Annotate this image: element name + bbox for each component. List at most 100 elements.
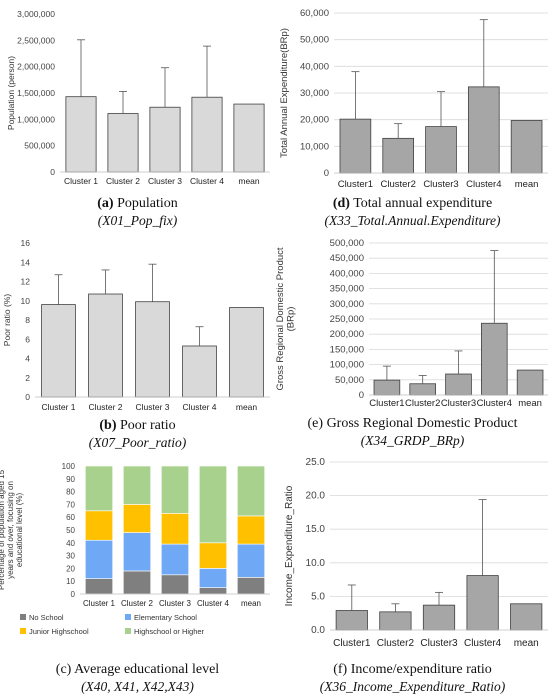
bar-c-3-2: [199, 542, 227, 569]
xtick-label-c-2: Cluster 3: [159, 599, 192, 608]
caption-f: (f) Income/expenditure ratio (X36_Income…: [275, 661, 550, 695]
ytick-label-e-6: 300,000: [330, 299, 364, 310]
chart-e: 0 50,000 100,000 150,000 200,000 250,000 300,0…: [275, 238, 548, 409]
xtick-label-b-2: Cluster 3: [135, 402, 169, 412]
bar-f-1: [379, 611, 412, 631]
ytick-label-a-4: 2,000,000: [17, 62, 55, 72]
bar-d-0: [339, 118, 372, 174]
xtick-label-a-0: Cluster 1: [64, 176, 98, 186]
ytick-label-a-0: 0: [50, 167, 55, 177]
ytick-label-c-9: 90: [66, 475, 75, 484]
bar-c-4-2: [237, 515, 265, 545]
bar-b-1: [88, 293, 123, 398]
xtick-label-e-4: mean: [518, 398, 542, 409]
bar-a-4: [233, 103, 265, 173]
ylabel-c-1: years and over, focusing on: [6, 481, 15, 579]
ytick-label-e-5: 250,000: [330, 314, 364, 325]
caption-d: (d) Total annual expenditure (X33_Total.…: [275, 195, 550, 229]
ytick-label-c-3: 30: [66, 552, 75, 561]
ytick-label-a-5: 2,500,000: [17, 35, 55, 45]
bar-a-2: [149, 106, 181, 173]
xtick-label-c-3: Cluster 4: [197, 599, 230, 608]
xtick-label-c-4: mean: [241, 599, 261, 608]
bar-c-4-0: [237, 577, 265, 595]
ytick-label-f-4: 20.0: [306, 491, 326, 502]
ytick-label-f-1: 5.0: [311, 591, 325, 602]
ytick-label-e-3: 150,000: [330, 344, 364, 355]
chart-a: 0 500,000 1,000,000 1,500,000 2,000,000 2,500…: [6, 9, 270, 186]
chart-panel-b: 0 2 4 6 8 10 12 14 16 Poor ratio (%) Cluster 1 Clus…: [0, 232, 275, 454]
ytick-label-c-7: 70: [66, 500, 75, 509]
ytick-label-c-2: 20: [66, 564, 75, 573]
ylabel-e-0: Gross Regional Domestic Product: [275, 247, 286, 390]
ytick-label-c-5: 50: [66, 526, 75, 535]
ytick-label-e-8: 400,000: [330, 268, 364, 279]
bar-d-3: [467, 86, 500, 174]
ytick-label-d-0: 0: [324, 168, 329, 179]
xtick-label-e-2: Cluster3: [441, 398, 476, 409]
ytick-label-a-3: 1,500,000: [17, 88, 55, 98]
ytick-label-f-5: 25.0: [306, 457, 326, 468]
chart-b: 0 2 4 6 8 10 12 14 16 Poor ratio (%) Cluster 1 Clus…: [2, 238, 270, 412]
xtick-label-c-0: Cluster 1: [83, 599, 116, 608]
bar-c-4-1: [237, 543, 265, 578]
ytick-label-b-4: 8: [25, 315, 30, 325]
bar-c-2-1: [161, 543, 189, 576]
legend-label-3: Highschool or Higher: [134, 627, 205, 636]
caption-e: (e) Gross Regional Domestic Product (X34…: [275, 415, 550, 449]
ytick-label-c-10: 100: [62, 462, 76, 471]
bar-d-4: [510, 120, 543, 174]
caption-b: (b) Poor ratio (X07_Poor_ratio): [0, 417, 275, 451]
caption-e-letter: (e): [307, 416, 324, 431]
ytick-label-b-7: 14: [21, 257, 31, 267]
caption-b-letter: (b): [99, 418, 117, 433]
bar-a-3: [191, 96, 223, 173]
bar-c-0-2: [85, 510, 113, 541]
ytick-label-b-1: 2: [25, 373, 30, 383]
bar-f-3: [466, 575, 499, 631]
bar-c-1-0: [123, 570, 151, 595]
bar-c-0-1: [85, 539, 113, 579]
chart-d: 0 10,000 20,000 30,000 40,000 50,000 60,000 Tot…: [279, 8, 548, 190]
bar-e-0: [373, 379, 401, 396]
ytick-label-d-3: 30,000: [300, 88, 329, 99]
ytick-label-e-10: 500,000: [330, 238, 364, 249]
caption-c: (c) Average educational level (X40, X41,…: [0, 661, 275, 695]
chart-panel-f: 0.0 5.0 10.0 15.0 20.0 25.0 Income_Expenditure…: [275, 454, 550, 697]
bar-d-2: [425, 126, 457, 174]
bar-f-4: [510, 603, 543, 631]
xtick-label-b-1: Cluster 2: [88, 402, 122, 412]
ylabel-c-0: Percentage of population aged 15: [0, 469, 6, 590]
ytick-label-b-0: 0: [25, 392, 30, 402]
ytick-label-f-2: 10.0: [306, 558, 326, 569]
ytick-label-b-5: 10: [21, 296, 31, 306]
ylabel-c-2: educational level (%): [15, 493, 24, 568]
ytick-label-c-6: 60: [66, 513, 75, 522]
caption-a-letter: (a): [97, 196, 114, 211]
caption-d-letter: (d): [332, 196, 350, 211]
chart-panel-e: 0 50,000 100,000 150,000 200,000 250,000 300,0…: [275, 232, 550, 454]
xtick-label-e-0: Cluster1: [369, 398, 404, 409]
bar-c-2-2: [161, 513, 189, 545]
xtick-label-a-2: Cluster 3: [148, 176, 182, 186]
bar-b-0: [41, 304, 76, 398]
caption-f-letter: (f): [333, 662, 348, 677]
bar-c-0-3: [85, 465, 113, 512]
caption-c-text: Average educational level: [74, 662, 220, 677]
xtick-label-f-0: Cluster1: [333, 638, 371, 649]
bar-c-1-2: [123, 504, 151, 533]
ytick-label-f-0: 0.0: [311, 625, 325, 636]
ylabel-f-0: Income_Expenditure_Ratio: [284, 485, 295, 606]
caption-b-text: Poor ratio: [120, 418, 176, 433]
bar-e-2: [445, 373, 472, 396]
bar-c-2-3: [161, 465, 189, 514]
caption-e-text: Gross Regional Domestic Product: [326, 416, 518, 431]
xtick-label-c-1: Cluster 2: [121, 599, 154, 608]
bar-b-4: [229, 307, 264, 398]
chart-f: 0.0 5.0 10.0 15.0 20.0 25.0 Income_Expenditure…: [284, 457, 548, 649]
ytick-label-d-6: 60,000: [300, 8, 329, 19]
legend-label-1: Elementary School: [134, 613, 197, 622]
xtick-label-b-3: Cluster 4: [182, 402, 216, 412]
ytick-label-a-6: 3,000,000: [17, 9, 55, 19]
ytick-label-a-1: 500,000: [24, 141, 55, 151]
